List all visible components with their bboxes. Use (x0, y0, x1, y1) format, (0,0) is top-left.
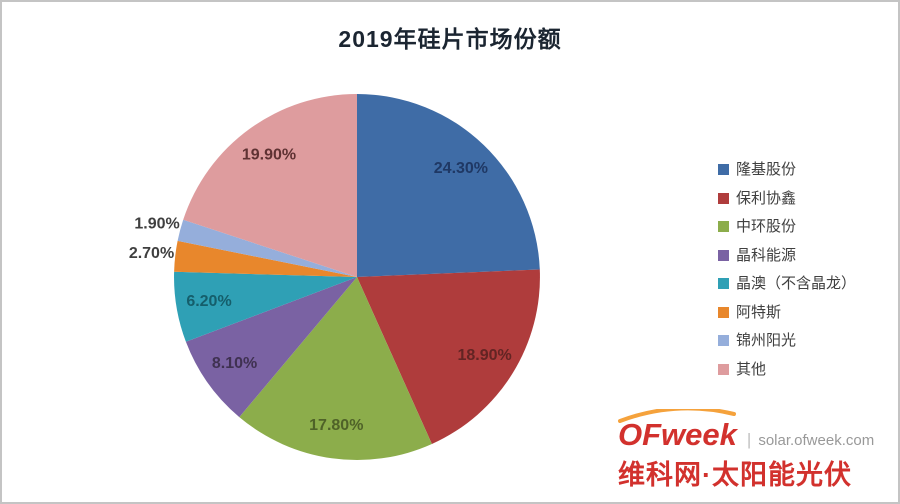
legend-item: 锦州阳光 (718, 331, 856, 350)
site-url: solar.ofweek.com (758, 432, 875, 449)
pie-slice-7 (177, 219, 357, 277)
pie-slice-6 (174, 240, 357, 277)
legend-item: 阿特斯 (718, 303, 856, 322)
slice-label: 19.90% (242, 147, 296, 164)
pie-slice-8 (183, 94, 357, 277)
legend-swatch (718, 335, 729, 346)
legend-label: 隆基股份 (736, 161, 797, 178)
logo-arc-icon (618, 409, 736, 423)
pie-slice-4 (185, 277, 357, 418)
brand-tagline: 维科网·太阳能光伏 (618, 460, 852, 490)
slice-label: 2.70% (129, 245, 174, 262)
pie-slice-1 (357, 94, 540, 277)
legend-label: 锦州阳光 (736, 332, 797, 349)
legend-item: 其他 (718, 360, 856, 379)
legend-item: 晶澳（不含晶龙） (718, 274, 856, 293)
legend-swatch (718, 192, 729, 204)
pie-slice-5 (174, 271, 357, 342)
slice-label: 18.90% (457, 347, 511, 364)
legend-item: 保利协鑫 (718, 189, 856, 208)
arc-path (618, 409, 736, 423)
legend-item: 隆基股份 (718, 160, 856, 179)
legend-item: 中环股份 (718, 217, 856, 236)
slice-label: 17.80% (309, 417, 363, 434)
legend-item: 晶科能源 (718, 246, 856, 265)
legend-label: 晶科能源 (736, 246, 797, 264)
brand-name: OFweek (618, 417, 737, 452)
slice-label: 24.30% (434, 160, 488, 177)
legend: 隆基股份保利协鑫中环股份晶科能源晶澳（不含晶龙） 阿特斯锦州阳光其他 (718, 160, 856, 388)
pie-slice-3 (239, 277, 432, 461)
legend-label: 保利协鑫 (736, 189, 797, 207)
chart-title: 2019年硅片市场份额 (338, 26, 562, 52)
separator: | (746, 430, 752, 449)
slice-label: 1.90% (134, 215, 179, 232)
slice-label: 8.10% (212, 355, 257, 372)
legend-label: 阿特斯 (736, 303, 782, 321)
legend-swatch (718, 249, 729, 261)
brand-footer: OFweek | solar.ofweek.com 维科网·太阳能光伏 (618, 409, 874, 492)
pie-slice-2 (357, 269, 540, 444)
legend-swatch (718, 278, 729, 289)
slice-label: 6.20% (186, 293, 231, 310)
legend-swatch (718, 306, 729, 318)
ofweek-logo: OFweek (618, 409, 737, 450)
legend-label: 晶澳（不含晶龙） (736, 275, 857, 292)
legend-swatch (718, 221, 729, 232)
legend-swatch (718, 164, 729, 175)
legend-label: 其他 (736, 360, 767, 378)
legend-label: 中环股份 (736, 218, 797, 235)
legend-swatch (718, 363, 729, 375)
